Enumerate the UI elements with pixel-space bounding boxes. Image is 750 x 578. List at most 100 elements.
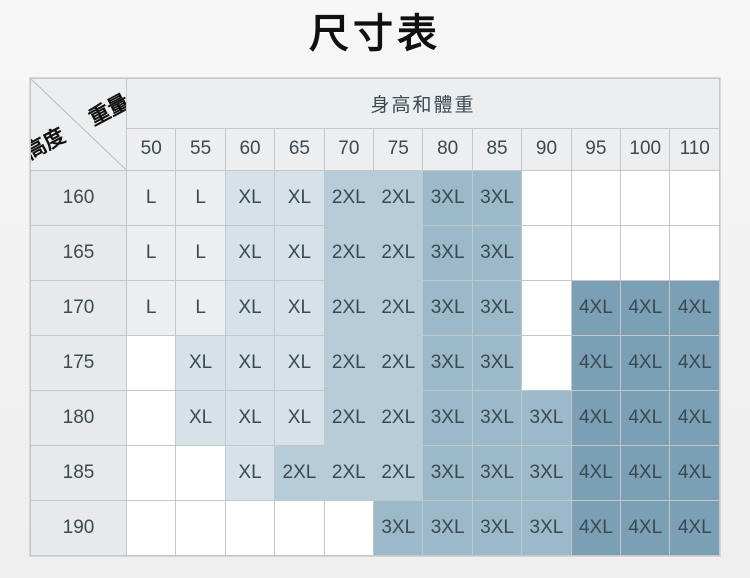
weight-header-110: 110 (669, 127, 720, 171)
size-cell-185-85: 3XL (471, 444, 523, 501)
size-cell-190-75: 3XL (373, 499, 424, 557)
size-cell-190-60 (224, 499, 276, 557)
height-header-185: 185 (30, 444, 127, 501)
size-cell-170-55: L (175, 279, 226, 336)
size-cell-170-80: 3XL (422, 279, 473, 336)
size-cell-170-60: XL (224, 279, 276, 336)
size-cell-185-60: XL (224, 444, 276, 501)
size-cell-190-110: 4XL (669, 499, 720, 557)
size-cell-180-50 (125, 389, 177, 446)
size-cell-160-55: L (175, 169, 226, 226)
size-cell-165-85: 3XL (471, 224, 523, 281)
size-cell-175-65: XL (274, 334, 325, 391)
size-cell-180-80: 3XL (422, 389, 473, 446)
size-cell-190-95: 4XL (570, 499, 622, 557)
size-cell-175-100: 4XL (620, 334, 671, 391)
weight-header-90: 90 (521, 127, 572, 171)
height-header-165: 165 (30, 224, 127, 281)
size-cell-185-90: 3XL (521, 444, 572, 501)
size-cell-190-70 (323, 499, 375, 557)
size-cell-185-50 (125, 444, 177, 501)
size-cell-185-95: 4XL (570, 444, 622, 501)
size-cell-185-100: 4XL (620, 444, 671, 501)
size-cell-175-75: 2XL (373, 334, 424, 391)
height-header-160: 160 (30, 169, 127, 226)
size-cell-170-85: 3XL (471, 279, 523, 336)
size-cell-185-80: 3XL (422, 444, 473, 501)
size-cell-190-65 (274, 499, 325, 557)
size-cell-180-95: 4XL (570, 389, 622, 446)
weight-header-55: 55 (175, 127, 226, 171)
size-cell-175-60: XL (224, 334, 276, 391)
height-header-175: 175 (30, 334, 127, 391)
weight-header-70: 70 (323, 127, 375, 171)
group-header-cell: 身高和體重 (126, 78, 720, 129)
size-cell-185-55 (175, 444, 226, 501)
table-row: 165 L L XL XL 2XL 2XL 3XL 3XL (30, 224, 720, 281)
height-header-190: 190 (30, 499, 127, 557)
size-cell-160-70: 2XL (323, 169, 375, 226)
size-cell-190-85: 3XL (471, 499, 523, 557)
size-cell-175-95: 4XL (570, 334, 622, 391)
size-cell-180-90: 3XL (521, 389, 572, 446)
table-row: 170 L L XL XL 2XL 2XL 3XL 3XL 4XL 4XL 4XL (30, 279, 720, 336)
corner-axis-cell: 重量 高度 (30, 78, 127, 171)
size-cell-160-75: 2XL (373, 169, 424, 226)
size-cell-165-95 (570, 224, 622, 281)
size-cell-185-70: 2XL (323, 444, 375, 501)
weight-header-85: 85 (471, 127, 523, 171)
size-table-body: 重量 高度 身高和體重 50 55 60 65 70 75 80 85 90 95 100 110 1… (30, 78, 720, 557)
size-cell-170-70: 2XL (323, 279, 375, 336)
size-cell-160-80: 3XL (422, 169, 473, 226)
size-cell-175-85: 3XL (471, 334, 523, 391)
size-cell-185-75: 2XL (373, 444, 424, 501)
size-cell-175-90 (521, 334, 572, 391)
weight-header-80: 80 (422, 127, 473, 171)
table-row: 175 XL XL XL 2XL 2XL 3XL 3XL 4XL 4XL 4XL (30, 334, 720, 391)
size-cell-165-80: 3XL (422, 224, 473, 281)
size-cell-165-55: L (175, 224, 226, 281)
size-cell-165-50: L (125, 224, 177, 281)
weight-header-100: 100 (620, 127, 671, 171)
size-cell-165-75: 2XL (373, 224, 424, 281)
size-cell-160-60: XL (224, 169, 276, 226)
weight-header-75: 75 (373, 127, 424, 171)
height-header-180: 180 (30, 389, 127, 446)
size-cell-185-110: 4XL (669, 444, 720, 501)
size-table-container: 重量 高度 身高和體重 50 55 60 65 70 75 80 85 90 95 100 110 1… (30, 78, 720, 557)
table-row: 185 XL 2XL 2XL 2XL 3XL 3XL 3XL 4XL 4XL 4XL (30, 444, 720, 501)
size-cell-160-95 (570, 169, 622, 226)
size-cell-180-100: 4XL (620, 389, 671, 446)
size-cell-180-75: 2XL (373, 389, 424, 446)
page-title: 尺寸表 (309, 11, 441, 57)
table-header-row-group: 重量 高度 身高和體重 (30, 78, 720, 171)
size-cell-160-90 (521, 169, 572, 226)
weight-header-95: 95 (570, 127, 622, 171)
size-cell-160-85: 3XL (471, 169, 523, 226)
table-row: 190 3XL 3XL 3XL 3XL 4XL 4XL 4XL (30, 499, 720, 557)
size-cell-190-80: 3XL (422, 499, 473, 557)
size-cell-165-65: XL (274, 224, 325, 281)
weight-header-50: 50 (125, 127, 177, 171)
size-cell-165-110 (669, 224, 720, 281)
size-cell-175-55: XL (175, 334, 226, 391)
size-cell-165-100 (620, 224, 671, 281)
size-cell-170-50: L (125, 279, 177, 336)
size-cell-190-50 (125, 499, 177, 557)
size-cell-190-55 (175, 499, 226, 557)
size-cell-160-110 (669, 169, 720, 226)
size-cell-180-65: XL (274, 389, 325, 446)
size-cell-180-60: XL (224, 389, 276, 446)
diagonal-divider-icon (31, 79, 126, 170)
size-cell-165-90 (521, 224, 572, 281)
size-cell-170-90 (521, 279, 572, 336)
size-cell-175-80: 3XL (422, 334, 473, 391)
size-cell-190-90: 3XL (521, 499, 572, 557)
size-cell-170-75: 2XL (373, 279, 424, 336)
height-header-170: 170 (30, 279, 127, 336)
size-cell-180-110: 4XL (669, 389, 720, 446)
size-cell-170-65: XL (274, 279, 325, 336)
size-cell-180-55: XL (175, 389, 226, 446)
size-cell-185-65: 2XL (274, 444, 325, 501)
